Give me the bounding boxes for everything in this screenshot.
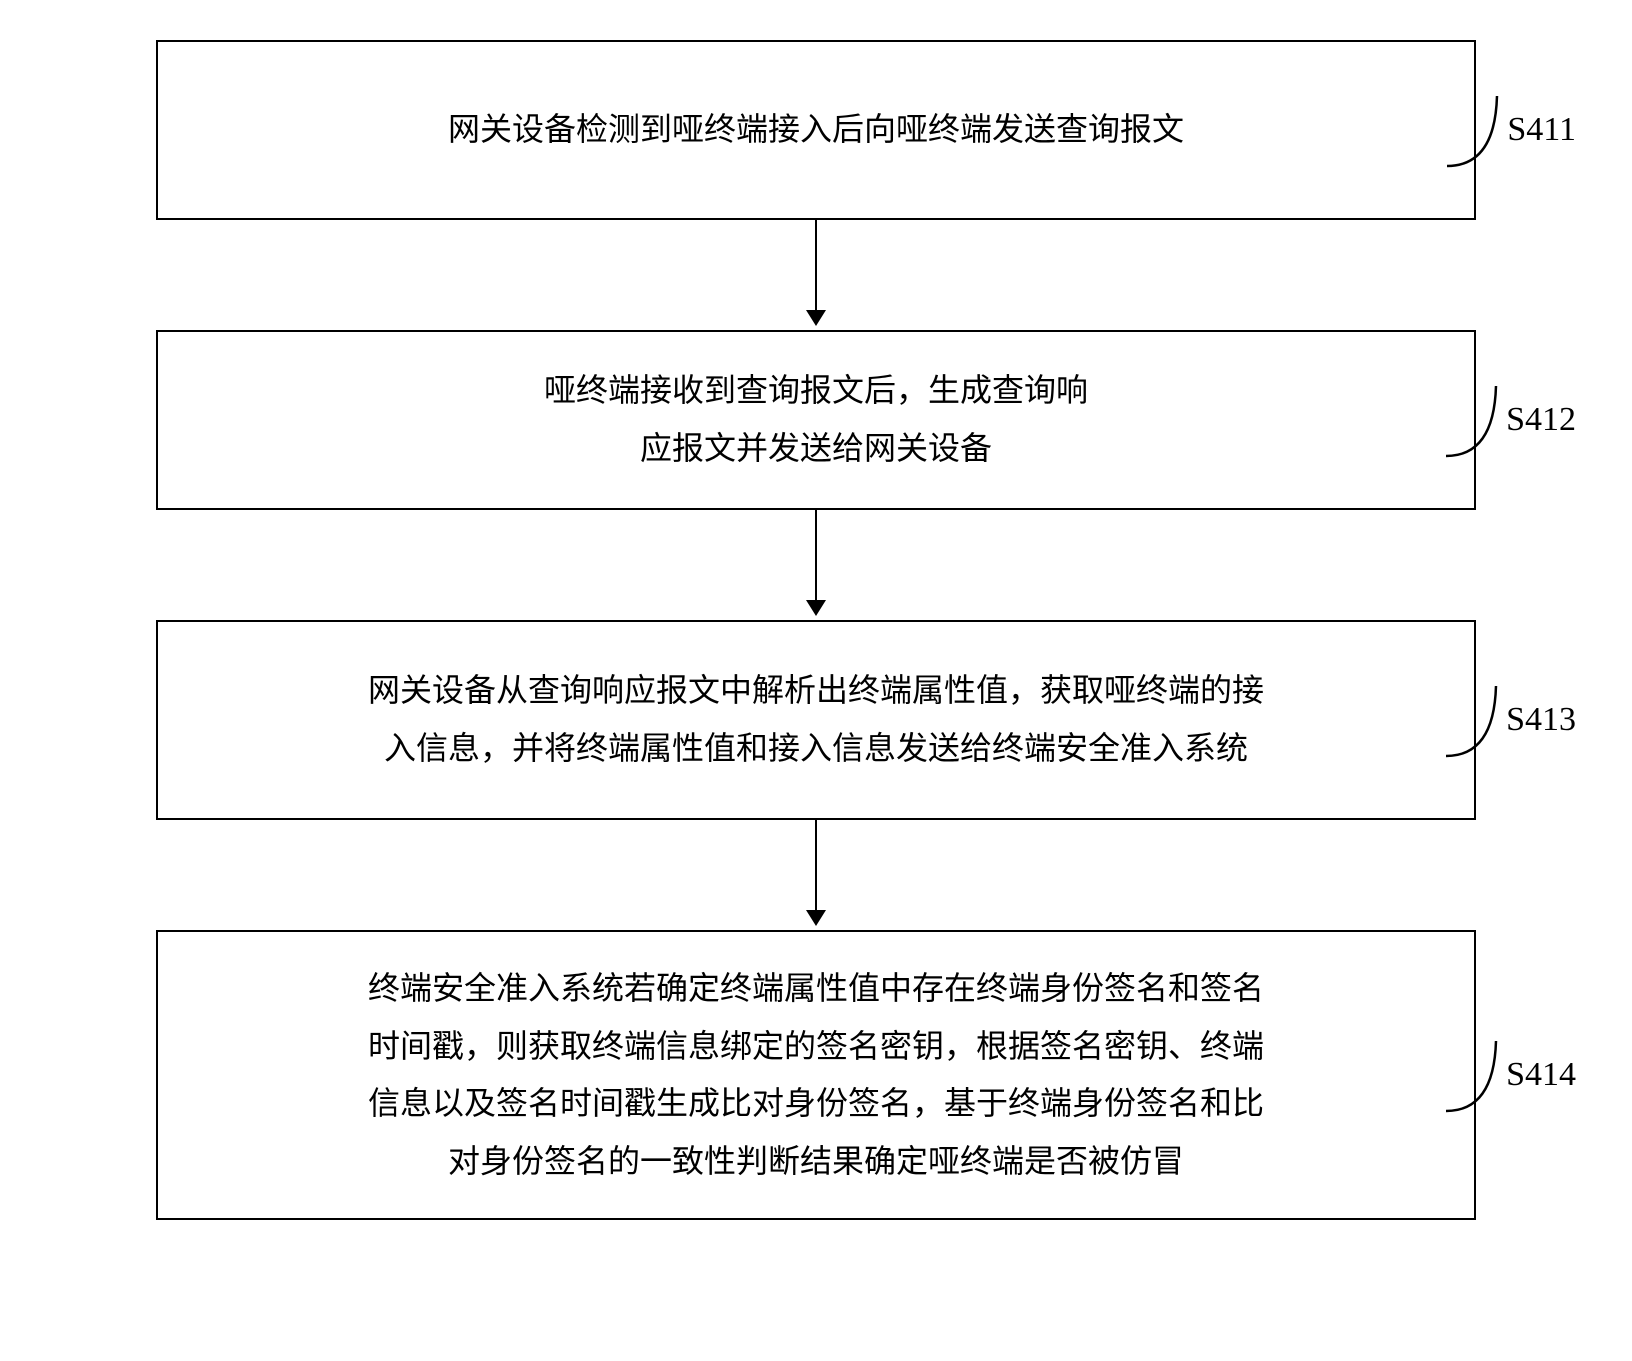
flow-step-s414: 终端安全准入系统若确定终端属性值中存在终端身份签名和签名时间戳，则获取终端信息绑… [66, 930, 1566, 1220]
arrow-down-icon [796, 820, 836, 926]
flow-box-text-line: 网关设备检测到哑终端接入后向哑终端发送查询报文 [448, 101, 1184, 159]
arrow-down-icon [796, 510, 836, 616]
flow-step-s412: 哑终端接收到查询报文后，生成查询响应报文并发送给网关设备S412 [66, 330, 1566, 510]
flow-arrow [66, 220, 1566, 330]
label-connector-curve [1442, 680, 1502, 760]
flowchart-container: 网关设备检测到哑终端接入后向哑终端发送查询报文S411 哑终端接收到查询报文后，生… [66, 40, 1566, 1220]
step-label: S412 [1506, 401, 1576, 439]
label-connector-curve [1442, 1035, 1502, 1115]
step-label: S411 [1507, 111, 1576, 149]
arrow-down-icon [796, 220, 836, 326]
step-label: S414 [1506, 1056, 1576, 1094]
step-label-wrap: S411 [1443, 90, 1576, 170]
flow-arrow [66, 510, 1566, 620]
flow-step-s413: 网关设备从查询响应报文中解析出终端属性值，获取哑终端的接入信息，并将终端属性值和… [66, 620, 1566, 820]
step-label-wrap: S412 [1442, 380, 1576, 460]
flow-box: 哑终端接收到查询报文后，生成查询响应报文并发送给网关设备 [156, 330, 1476, 510]
flow-box-text-line: 时间戳，则获取终端信息绑定的签名密钥，根据签名密钥、终端 [368, 1018, 1264, 1076]
flow-box-text-line: 入信息，并将终端属性值和接入信息发送给终端安全准入系统 [384, 720, 1248, 778]
step-label-wrap: S413 [1442, 680, 1576, 760]
flow-box-text-line: 哑终端接收到查询报文后，生成查询响 [544, 362, 1088, 420]
label-connector-curve [1443, 90, 1503, 170]
flow-box-text-line: 对身份签名的一致性判断结果确定哑终端是否被仿冒 [448, 1133, 1184, 1191]
flow-box: 网关设备从查询响应报文中解析出终端属性值，获取哑终端的接入信息，并将终端属性值和… [156, 620, 1476, 820]
flow-step-s411: 网关设备检测到哑终端接入后向哑终端发送查询报文S411 [66, 40, 1566, 220]
flow-box-text-line: 终端安全准入系统若确定终端属性值中存在终端身份签名和签名 [368, 960, 1264, 1018]
flow-box: 网关设备检测到哑终端接入后向哑终端发送查询报文 [156, 40, 1476, 220]
flow-box-text-line: 信息以及签名时间戳生成比对身份签名，基于终端身份签名和比 [368, 1075, 1264, 1133]
flow-box-text-line: 网关设备从查询响应报文中解析出终端属性值，获取哑终端的接 [368, 662, 1264, 720]
step-label: S413 [1506, 701, 1576, 739]
flow-arrow [66, 820, 1566, 930]
label-connector-curve [1442, 380, 1502, 460]
flow-box: 终端安全准入系统若确定终端属性值中存在终端身份签名和签名时间戳，则获取终端信息绑… [156, 930, 1476, 1220]
flow-box-text-line: 应报文并发送给网关设备 [640, 420, 992, 478]
step-label-wrap: S414 [1442, 1035, 1576, 1115]
